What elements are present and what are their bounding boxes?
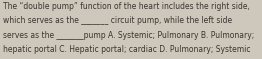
Text: which serves as the _______ circuit pump, while the left side: which serves as the _______ circuit pump… [3,16,232,25]
Text: serves as the _______pump A. Systemic; Pulmonary B. Pulmonary;: serves as the _______pump A. Systemic; P… [3,31,254,40]
Text: The “double pump” function of the heart includes the right side,: The “double pump” function of the heart … [3,2,250,11]
Text: hepatic portal C. Hepatic portal; cardiac D. Pulmonary; Systemic: hepatic portal C. Hepatic portal; cardia… [3,45,251,54]
